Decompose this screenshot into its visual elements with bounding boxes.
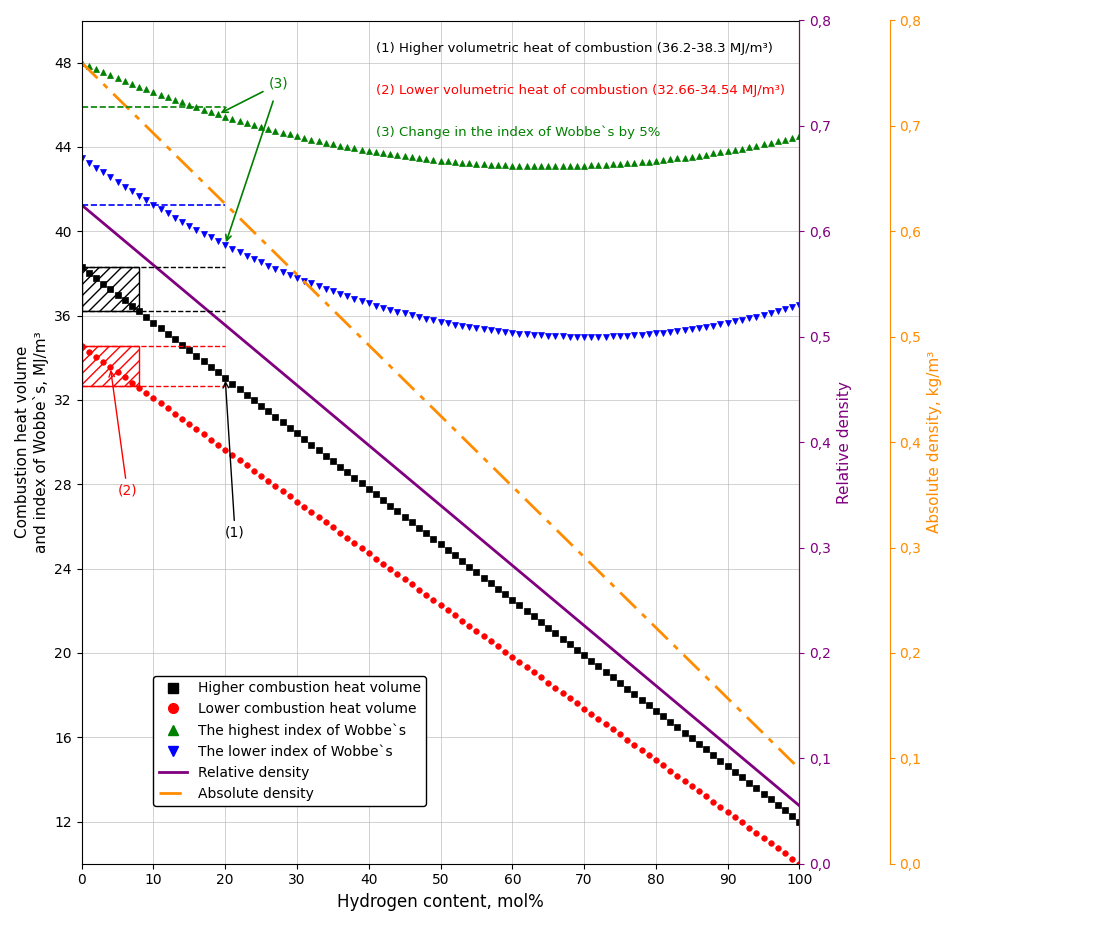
Absolute density: [614, 587, 627, 598]
Lower combustion heat volume: [75, 341, 88, 352]
The lower index of Wobbe`s: [585, 332, 598, 343]
Lower combustion heat volume: [506, 651, 519, 662]
X-axis label: Hydrogen content, mol%: Hydrogen content, mol%: [338, 893, 543, 911]
The lower index of Wobbe`s: [578, 332, 591, 343]
Absolute density: [506, 481, 519, 492]
Text: (3) Change in the index of Wobbe`s by 5%: (3) Change in the index of Wobbe`s by 5%: [376, 126, 660, 140]
Relative density: [614, 650, 627, 661]
Absolute density: [405, 382, 418, 393]
The highest index of Wobbe`s: [254, 121, 267, 132]
The highest index of Wobbe`s: [405, 152, 418, 163]
Absolute density: [793, 763, 806, 774]
The highest index of Wobbe`s: [620, 157, 634, 169]
Relative density: [405, 476, 418, 487]
Line: The highest index of Wobbe`s: The highest index of Wobbe`s: [78, 59, 803, 169]
Text: (3): (3): [222, 77, 288, 112]
Higher combustion heat volume: [793, 816, 806, 827]
Line: Relative density: Relative density: [81, 205, 800, 806]
Absolute density: [125, 106, 139, 118]
Line: The lower index of Wobbe`s: The lower index of Wobbe`s: [78, 154, 803, 340]
The lower index of Wobbe`s: [793, 299, 806, 310]
Relative density: [75, 199, 88, 210]
Lower combustion heat volume: [405, 579, 418, 590]
The highest index of Wobbe`s: [585, 160, 598, 171]
The lower index of Wobbe`s: [125, 186, 139, 197]
Text: (2) Lower volumetric heat of combustion (32.66-34.54 MJ/m³): (2) Lower volumetric heat of combustion …: [376, 83, 785, 96]
Absolute density: [254, 233, 267, 244]
Legend: Higher combustion heat volume, Lower combustion heat volume, The highest index o: Higher combustion heat volume, Lower com…: [153, 676, 426, 807]
Line: Lower combustion heat volume: Lower combustion heat volume: [79, 344, 802, 867]
Absolute density: [578, 552, 591, 563]
Lower combustion heat volume: [254, 470, 267, 482]
Bar: [81, 346, 139, 386]
The highest index of Wobbe`s: [541, 161, 554, 172]
The highest index of Wobbe`s: [506, 160, 519, 171]
Lower combustion heat volume: [614, 729, 627, 740]
The lower index of Wobbe`s: [620, 330, 634, 341]
Absolute density: [75, 57, 88, 69]
Relative density: [793, 800, 806, 811]
Text: (2): (2): [109, 371, 138, 498]
Text: (1): (1): [223, 382, 245, 540]
The highest index of Wobbe`s: [75, 57, 88, 69]
Lower combustion heat volume: [793, 858, 806, 870]
Relative density: [125, 242, 139, 253]
The highest index of Wobbe`s: [793, 131, 806, 142]
Higher combustion heat volume: [254, 400, 267, 411]
Y-axis label: Combustion heat volume
and index of Wobbe`s, MJ/m³: Combustion heat volume and index of Wobb…: [15, 332, 48, 553]
Relative density: [506, 560, 519, 571]
Text: (1) Higher volumetric heat of combustion (36.2-38.3 MJ/m³): (1) Higher volumetric heat of combustion…: [376, 42, 773, 55]
Bar: [81, 267, 139, 311]
The lower index of Wobbe`s: [506, 327, 519, 338]
Relative density: [578, 619, 591, 631]
Higher combustion heat volume: [405, 517, 418, 528]
The lower index of Wobbe`s: [254, 257, 267, 268]
The lower index of Wobbe`s: [75, 152, 88, 163]
Higher combustion heat volume: [75, 261, 88, 272]
Higher combustion heat volume: [506, 594, 519, 606]
Lower combustion heat volume: [578, 703, 591, 714]
Higher combustion heat volume: [578, 650, 591, 661]
Lower combustion heat volume: [125, 377, 139, 388]
Line: Higher combustion heat volume: Higher combustion heat volume: [79, 264, 802, 824]
Higher combustion heat volume: [614, 678, 627, 689]
The highest index of Wobbe`s: [125, 78, 139, 89]
Relative density: [254, 350, 267, 361]
The lower index of Wobbe`s: [405, 309, 418, 320]
Line: Absolute density: Absolute density: [81, 63, 800, 769]
Y-axis label: Relative density: Relative density: [837, 381, 851, 504]
Y-axis label: Absolute density, kg/m³: Absolute density, kg/m³: [927, 351, 942, 533]
Higher combustion heat volume: [125, 300, 139, 311]
